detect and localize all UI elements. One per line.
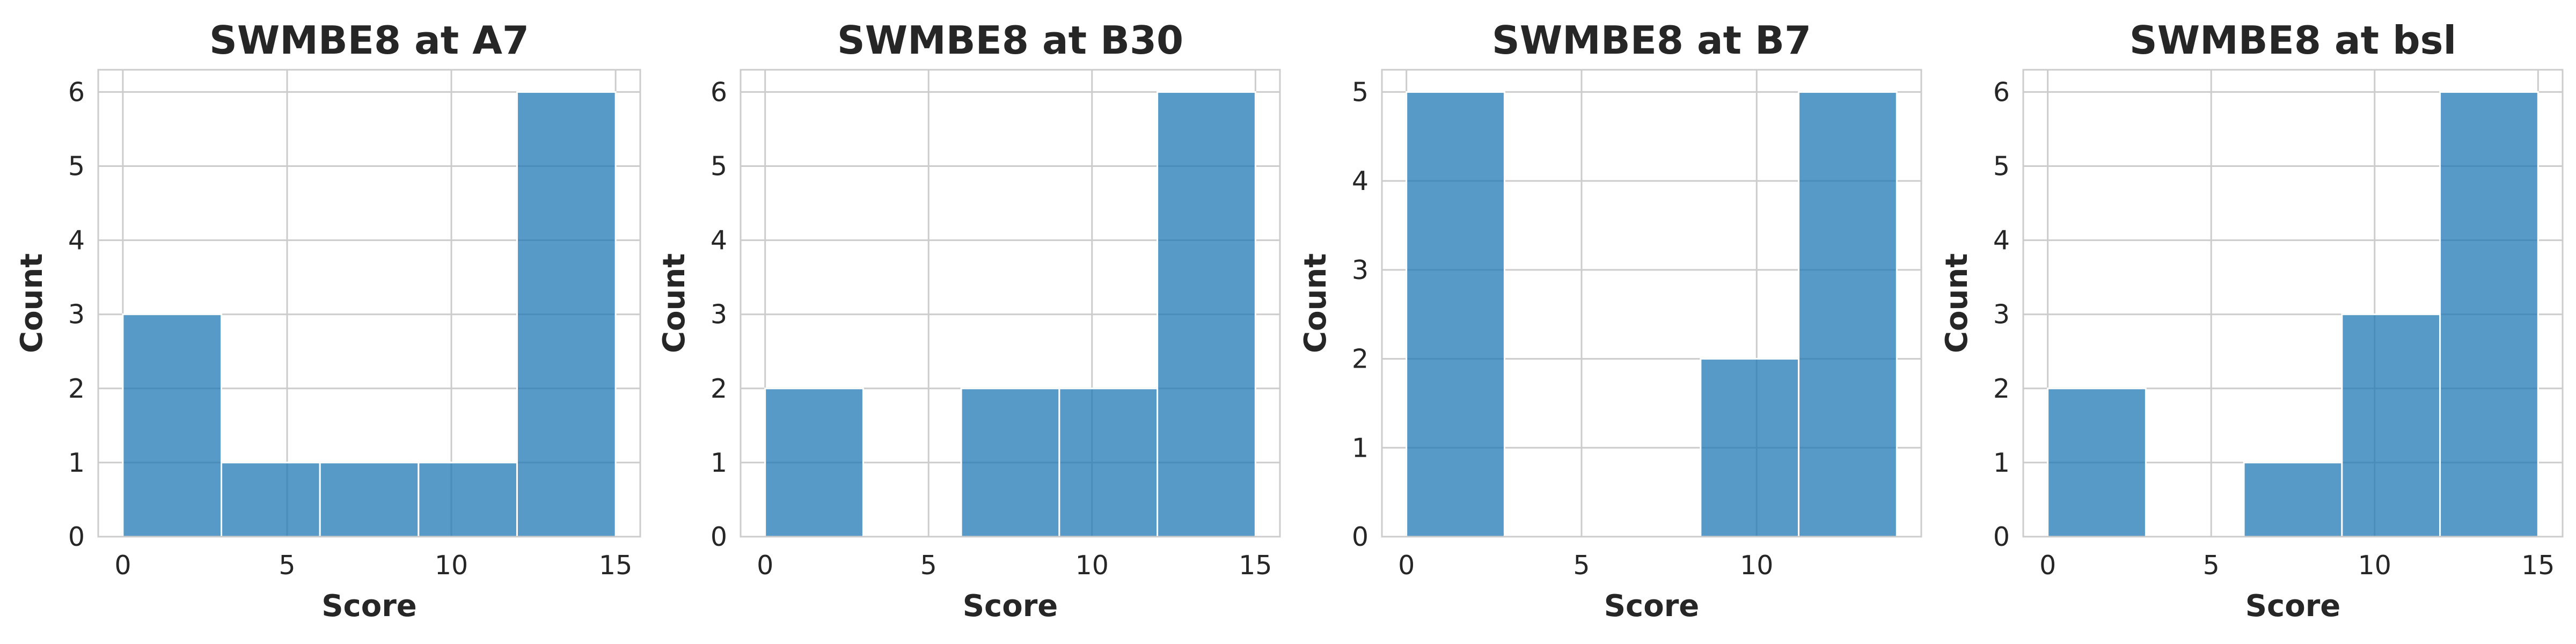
histogram-bar: [1700, 358, 1800, 538]
histogram-bar: [221, 462, 321, 538]
plot-frame: [2022, 69, 2564, 538]
y-tick-label: 1: [68, 448, 85, 478]
x-tick-label: 15: [1239, 550, 1272, 581]
x-tick-label: 0: [757, 550, 773, 581]
histogram-bar: [1798, 91, 1898, 538]
plot-frame: [740, 69, 1281, 538]
y-axis-label: Count: [657, 253, 692, 353]
x-tick-label: 10: [435, 550, 468, 581]
histogram-bar: [764, 387, 864, 538]
y-tick-label: 3: [1352, 255, 1368, 286]
x-tick-label: 5: [920, 550, 937, 581]
histogram-bar: [516, 91, 617, 538]
y-tick-label: 4: [68, 225, 85, 256]
histogram-bar: [2439, 91, 2539, 538]
y-axis-label: Count: [1940, 253, 1974, 353]
y-tick-label: 4: [1352, 166, 1368, 196]
y-axis-label: Count: [1298, 253, 1333, 353]
y-tick-label: 0: [68, 522, 85, 552]
y-tick-label: 5: [711, 151, 727, 182]
histogram-bar: [319, 462, 420, 538]
histogram-bar: [418, 462, 518, 538]
y-tick-label: 6: [1993, 77, 2010, 107]
histogram-bar: [960, 387, 1060, 538]
y-tick-label: 4: [711, 225, 727, 256]
chart-title: SWMBE8 at B30: [837, 18, 1183, 63]
x-tick-label: 10: [1740, 550, 1773, 581]
y-axis-label: Count: [14, 253, 49, 353]
x-tick-label: 0: [2039, 550, 2056, 581]
histogram-bar: [122, 313, 223, 538]
y-tick-label: 4: [1993, 225, 2010, 256]
y-tick-label: 2: [711, 374, 727, 404]
x-axis-label: Score: [1604, 589, 1700, 624]
histogram-bar: [2341, 313, 2441, 538]
x-tick-label: 5: [2203, 550, 2220, 581]
histogram-bar: [2243, 462, 2343, 538]
x-tick-label: 0: [1398, 550, 1415, 581]
plot-frame: [97, 69, 641, 538]
y-tick-label: 3: [711, 299, 727, 330]
plot-frame: [1381, 69, 1922, 538]
y-tick-label: 2: [1993, 374, 2010, 404]
x-axis-label: Score: [963, 589, 1058, 624]
y-tick-label: 3: [68, 299, 85, 330]
y-tick-label: 1: [1993, 448, 2010, 478]
x-axis-label: Score: [2245, 589, 2341, 624]
y-tick-label: 0: [1993, 522, 2010, 552]
chart-title: SWMBE8 at B7: [1492, 18, 1811, 63]
y-tick-label: 3: [1993, 299, 2010, 330]
y-tick-label: 0: [1352, 522, 1368, 552]
x-tick-label: 5: [279, 550, 295, 581]
y-tick-label: 5: [1993, 151, 2010, 182]
x-tick-label: 10: [2358, 550, 2391, 581]
x-tick-label: 0: [114, 550, 131, 581]
y-tick-label: 5: [68, 151, 85, 182]
y-tick-label: 5: [1352, 77, 1368, 107]
chart-title: SWMBE8 at A7: [209, 18, 529, 63]
x-tick-label: 10: [1075, 550, 1109, 581]
x-tick-label: 15: [2521, 550, 2555, 581]
y-tick-label: 1: [711, 448, 727, 478]
histogram-bar: [2047, 387, 2147, 538]
histogram-bar: [1157, 91, 1256, 538]
x-tick-label: 5: [1573, 550, 1590, 581]
y-tick-label: 2: [1352, 344, 1368, 375]
y-tick-label: 6: [68, 77, 85, 107]
y-tick-label: 2: [68, 374, 85, 404]
x-tick-label: 15: [599, 550, 632, 581]
y-tick-label: 1: [1352, 433, 1368, 463]
histogram-bar: [1058, 387, 1159, 538]
x-axis-label: Score: [321, 589, 417, 624]
histogram-bar: [1406, 91, 1505, 538]
y-tick-label: 0: [711, 522, 727, 552]
y-tick-label: 6: [711, 77, 727, 107]
chart-title: SWMBE8 at bsl: [2129, 18, 2456, 63]
